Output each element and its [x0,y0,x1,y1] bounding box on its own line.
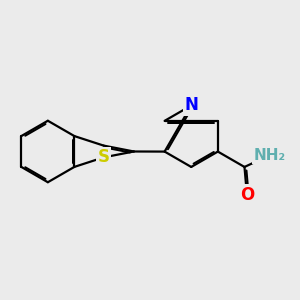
Text: O: O [240,185,254,203]
Text: NH₂: NH₂ [254,148,286,163]
Text: N: N [184,97,198,115]
Text: S: S [98,148,110,166]
